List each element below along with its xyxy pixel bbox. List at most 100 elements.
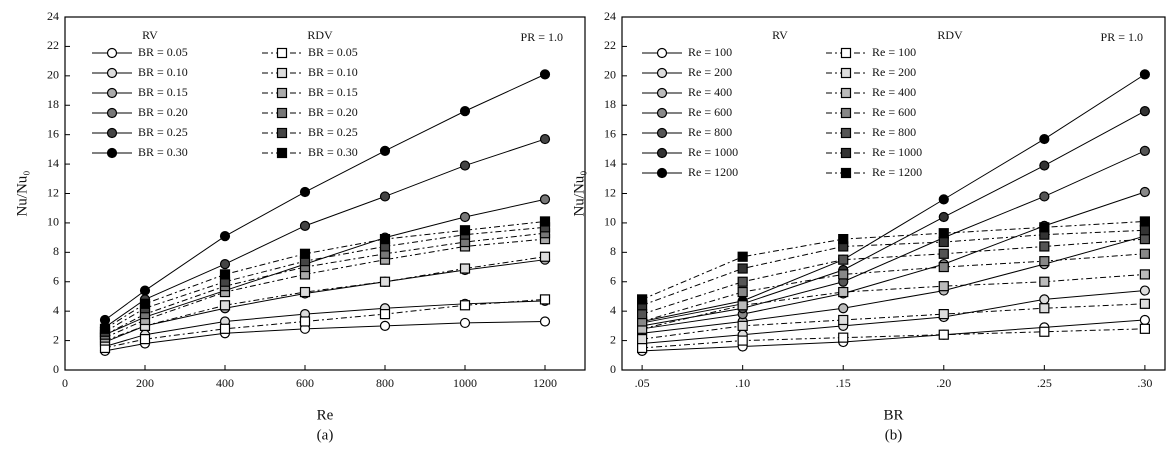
panel-label: (b) (885, 427, 903, 443)
y-tick-label: 18 (604, 97, 616, 111)
legend-label: Re = 600 (688, 105, 732, 119)
point (1139, 186, 1150, 198)
y-tick-label: 4 (610, 303, 616, 317)
y-tick-label: 20 (47, 68, 59, 82)
point (737, 320, 748, 331)
legend-label: Re = 1200 (688, 165, 738, 179)
y-tick-label: 6 (53, 274, 59, 288)
legend-label: BR = 0.30 (308, 145, 358, 159)
point (139, 285, 151, 296)
point (459, 225, 471, 236)
point (459, 300, 471, 311)
point (1139, 314, 1150, 326)
y-tick-label: 8 (610, 244, 616, 258)
legend-label: BR = 0.20 (308, 105, 358, 119)
point (1039, 276, 1050, 287)
point (1139, 69, 1150, 80)
y-tick-label: 14 (47, 156, 59, 170)
point (99, 314, 111, 326)
legend-marker (656, 67, 668, 79)
point (99, 323, 111, 334)
point (838, 269, 849, 280)
point (1039, 133, 1050, 145)
point (938, 281, 949, 292)
point (539, 194, 551, 205)
legend-label: BR = 0.10 (138, 65, 188, 79)
series-line (104, 300, 546, 347)
point (219, 269, 231, 280)
legend-marker (840, 167, 852, 179)
x-tick-label: 0 (62, 376, 68, 390)
x-tick-label: 400 (216, 376, 234, 390)
point (459, 211, 471, 223)
point (737, 276, 748, 287)
point (299, 248, 311, 259)
legend-label: BR = 0.05 (308, 45, 358, 59)
point (1039, 256, 1050, 267)
legend-marker (840, 147, 852, 159)
x-tick-label: .10 (735, 376, 750, 390)
point (637, 342, 648, 354)
legend-marker (106, 147, 118, 159)
series-line (104, 198, 546, 336)
legend-header: RV (142, 28, 158, 42)
y-tick-label: 16 (47, 126, 59, 140)
point (299, 316, 311, 327)
point (838, 233, 849, 245)
series-line (104, 320, 546, 352)
point (459, 106, 471, 117)
x-tick-label: 1000 (453, 376, 477, 390)
series-line (642, 73, 1146, 322)
point (737, 286, 748, 298)
legend-label: BR = 0.15 (308, 85, 358, 99)
legend-header: RDV (937, 28, 963, 42)
point (637, 309, 648, 320)
series-line (104, 259, 546, 343)
series-line (642, 235, 1146, 334)
legend-marker (276, 67, 288, 79)
point (379, 145, 391, 156)
point (938, 248, 949, 259)
point (1139, 225, 1150, 236)
legend-label: Re = 200 (872, 65, 916, 79)
legend-marker (656, 107, 668, 119)
legend-marker (656, 87, 668, 99)
y-tick-label: 0 (53, 362, 59, 376)
legend-label: BR = 0.30 (138, 145, 188, 159)
legend-label: Re = 1000 (872, 145, 922, 159)
legend-header: RV (772, 28, 788, 42)
series-line (642, 328, 1145, 349)
legend-marker (106, 127, 118, 139)
legend-label: BR = 0.10 (308, 65, 358, 79)
point (1139, 323, 1150, 334)
y-tick-label: 20 (604, 68, 616, 82)
legend-marker (106, 67, 118, 79)
point (539, 294, 551, 305)
y-tick-label: 10 (47, 215, 59, 229)
point (737, 300, 748, 311)
point (1039, 294, 1050, 305)
legend-marker (656, 167, 668, 179)
point (219, 300, 231, 311)
legend-marker (656, 47, 668, 59)
point (219, 323, 231, 334)
series-line (641, 229, 1145, 306)
legend-label: Re = 100 (688, 45, 732, 59)
legend-marker (106, 47, 118, 59)
y-tick-label: 22 (604, 38, 616, 52)
x-axis-label: BR (883, 407, 903, 423)
point (539, 316, 551, 327)
point (539, 69, 551, 80)
point (299, 220, 311, 231)
x-tick-label: .05 (635, 376, 650, 390)
point (219, 259, 231, 270)
x-tick-label: .15 (836, 376, 851, 390)
x-tick-label: 600 (296, 376, 314, 390)
legend-marker (840, 127, 852, 139)
y-tick-label: 18 (47, 97, 59, 111)
point (379, 233, 391, 245)
point (1039, 326, 1050, 337)
point (637, 294, 648, 305)
legend-label: Re = 200 (688, 65, 732, 79)
